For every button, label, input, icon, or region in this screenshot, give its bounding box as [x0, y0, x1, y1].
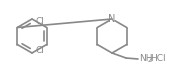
- Text: N: N: [108, 14, 116, 24]
- Text: HCl: HCl: [150, 54, 166, 63]
- Text: NH: NH: [139, 54, 152, 63]
- Text: 2: 2: [147, 58, 152, 64]
- Text: Cl: Cl: [36, 18, 45, 26]
- Text: Cl: Cl: [36, 45, 45, 55]
